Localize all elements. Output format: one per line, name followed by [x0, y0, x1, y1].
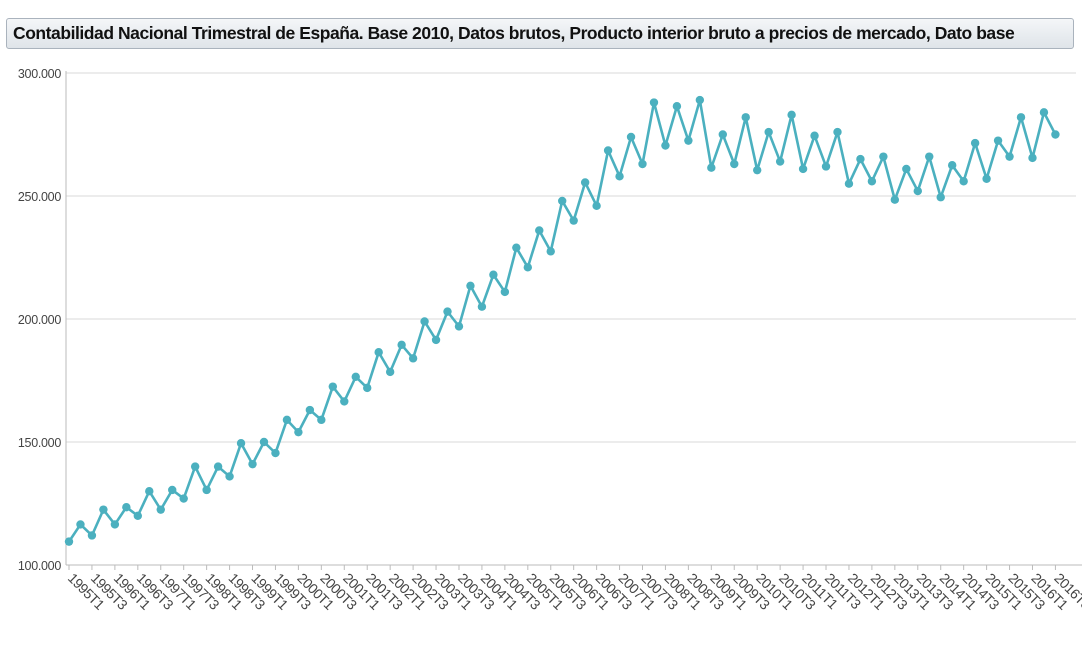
x-axis-tick-labels: 1995T11995T31996T11996T31997T11997T31998… — [65, 565, 1082, 613]
data-point[interactable] — [821, 162, 831, 171]
data-point[interactable] — [661, 141, 670, 150]
data-point[interactable] — [340, 397, 349, 406]
data-point[interactable] — [454, 322, 464, 331]
data-point[interactable] — [1005, 152, 1014, 161]
data-point[interactable] — [99, 505, 108, 514]
data-point[interactable] — [489, 270, 498, 279]
data-point[interactable] — [179, 494, 188, 503]
data-point[interactable] — [328, 382, 338, 391]
data-point[interactable] — [213, 462, 223, 471]
data-point[interactable] — [408, 354, 418, 363]
data-point[interactable] — [741, 113, 750, 122]
data-point[interactable] — [385, 367, 395, 377]
data-point[interactable] — [443, 307, 452, 316]
series-layer — [64, 95, 1060, 546]
data-point[interactable] — [913, 186, 922, 196]
data-point[interactable] — [477, 302, 487, 311]
data-point[interactable] — [271, 448, 280, 458]
line-chart: 100.000 150.000 200.000 250.000 300.000 1995… — [18, 67, 1082, 613]
data-point[interactable] — [236, 439, 246, 448]
data-point[interactable] — [431, 335, 441, 345]
data-point[interactable] — [810, 131, 819, 140]
data-point[interactable] — [970, 138, 980, 148]
data-point[interactable] — [580, 178, 590, 187]
data-point[interactable] — [753, 165, 762, 175]
data-point[interactable] — [466, 281, 475, 290]
data-point[interactable] — [730, 159, 739, 169]
data-point[interactable] — [833, 127, 842, 137]
data-point[interactable] — [787, 110, 796, 120]
data-point[interactable] — [1039, 108, 1049, 117]
data-point[interactable] — [844, 179, 854, 188]
data-point[interactable] — [626, 132, 636, 142]
data-point[interactable] — [649, 98, 659, 107]
data-point[interactable] — [982, 174, 991, 183]
data-point[interactable] — [110, 520, 120, 529]
data-point[interactable] — [420, 317, 429, 326]
data-point[interactable] — [638, 159, 647, 169]
data-point[interactable] — [259, 437, 269, 447]
data-point[interactable] — [512, 243, 521, 252]
data-point[interactable] — [695, 95, 705, 105]
data-point[interactable] — [248, 459, 257, 469]
data-point[interactable] — [546, 247, 555, 256]
data-point[interactable] — [351, 372, 360, 382]
data-point[interactable] — [718, 130, 727, 139]
data-point[interactable] — [867, 177, 877, 186]
data-point[interactable] — [305, 405, 315, 415]
y-axis-tick-labels: 100.000 150.000 200.000 250.000 300.000 — [18, 67, 62, 573]
data-point[interactable] — [225, 472, 234, 481]
data-point[interactable] — [936, 193, 945, 202]
data-point[interactable] — [374, 348, 383, 357]
y-tick-label: 100.000 — [18, 559, 61, 573]
data-point[interactable] — [500, 287, 510, 297]
data-point[interactable] — [856, 154, 865, 164]
data-point[interactable] — [775, 157, 785, 166]
data-point[interactable] — [190, 462, 200, 471]
data-point[interactable] — [363, 383, 372, 393]
data-point[interactable] — [569, 216, 578, 225]
data-point[interactable] — [523, 263, 532, 272]
data-point[interactable] — [764, 127, 773, 137]
data-point[interactable] — [615, 172, 624, 181]
data-point[interactable] — [535, 226, 544, 235]
data-point[interactable] — [925, 152, 934, 161]
y-tick-label: 250.000 — [18, 190, 61, 204]
data-point[interactable] — [902, 164, 911, 174]
data-point[interactable] — [317, 415, 326, 425]
data-point[interactable] — [76, 520, 85, 529]
data-point[interactable] — [282, 415, 292, 425]
data-point[interactable] — [603, 146, 613, 155]
data-point[interactable] — [294, 427, 303, 437]
data-point[interactable] — [87, 531, 97, 540]
y-tick-label: 300.000 — [18, 67, 61, 81]
data-point[interactable] — [1051, 130, 1060, 139]
data-point[interactable] — [672, 102, 682, 111]
data-point[interactable] — [947, 161, 957, 170]
data-point[interactable] — [558, 196, 567, 206]
data-point[interactable] — [684, 136, 693, 145]
data-point[interactable] — [202, 485, 211, 495]
data-point[interactable] — [122, 502, 131, 512]
data-point[interactable] — [156, 505, 165, 514]
y-tick-label: 200.000 — [18, 313, 61, 327]
data-point[interactable] — [1016, 113, 1026, 122]
data-point[interactable] — [707, 163, 716, 172]
data-point[interactable] — [145, 487, 154, 496]
data-point[interactable] — [1028, 153, 1037, 163]
gridlines — [66, 72, 1076, 443]
chart-title: Contabilidad Nacional Trimestral de Espa… — [6, 18, 1074, 49]
data-point[interactable] — [133, 511, 143, 520]
data-point[interactable] — [959, 177, 968, 186]
axes — [65, 71, 1082, 566]
data-point[interactable] — [168, 485, 177, 495]
data-point[interactable] — [879, 152, 888, 161]
data-point[interactable] — [798, 164, 808, 174]
data-point[interactable] — [64, 537, 74, 546]
data-point[interactable] — [890, 195, 900, 204]
data-point[interactable] — [993, 136, 1003, 145]
data-point[interactable] — [397, 340, 406, 350]
y-tick-label: 150.000 — [18, 436, 61, 450]
data-point[interactable] — [592, 201, 601, 211]
